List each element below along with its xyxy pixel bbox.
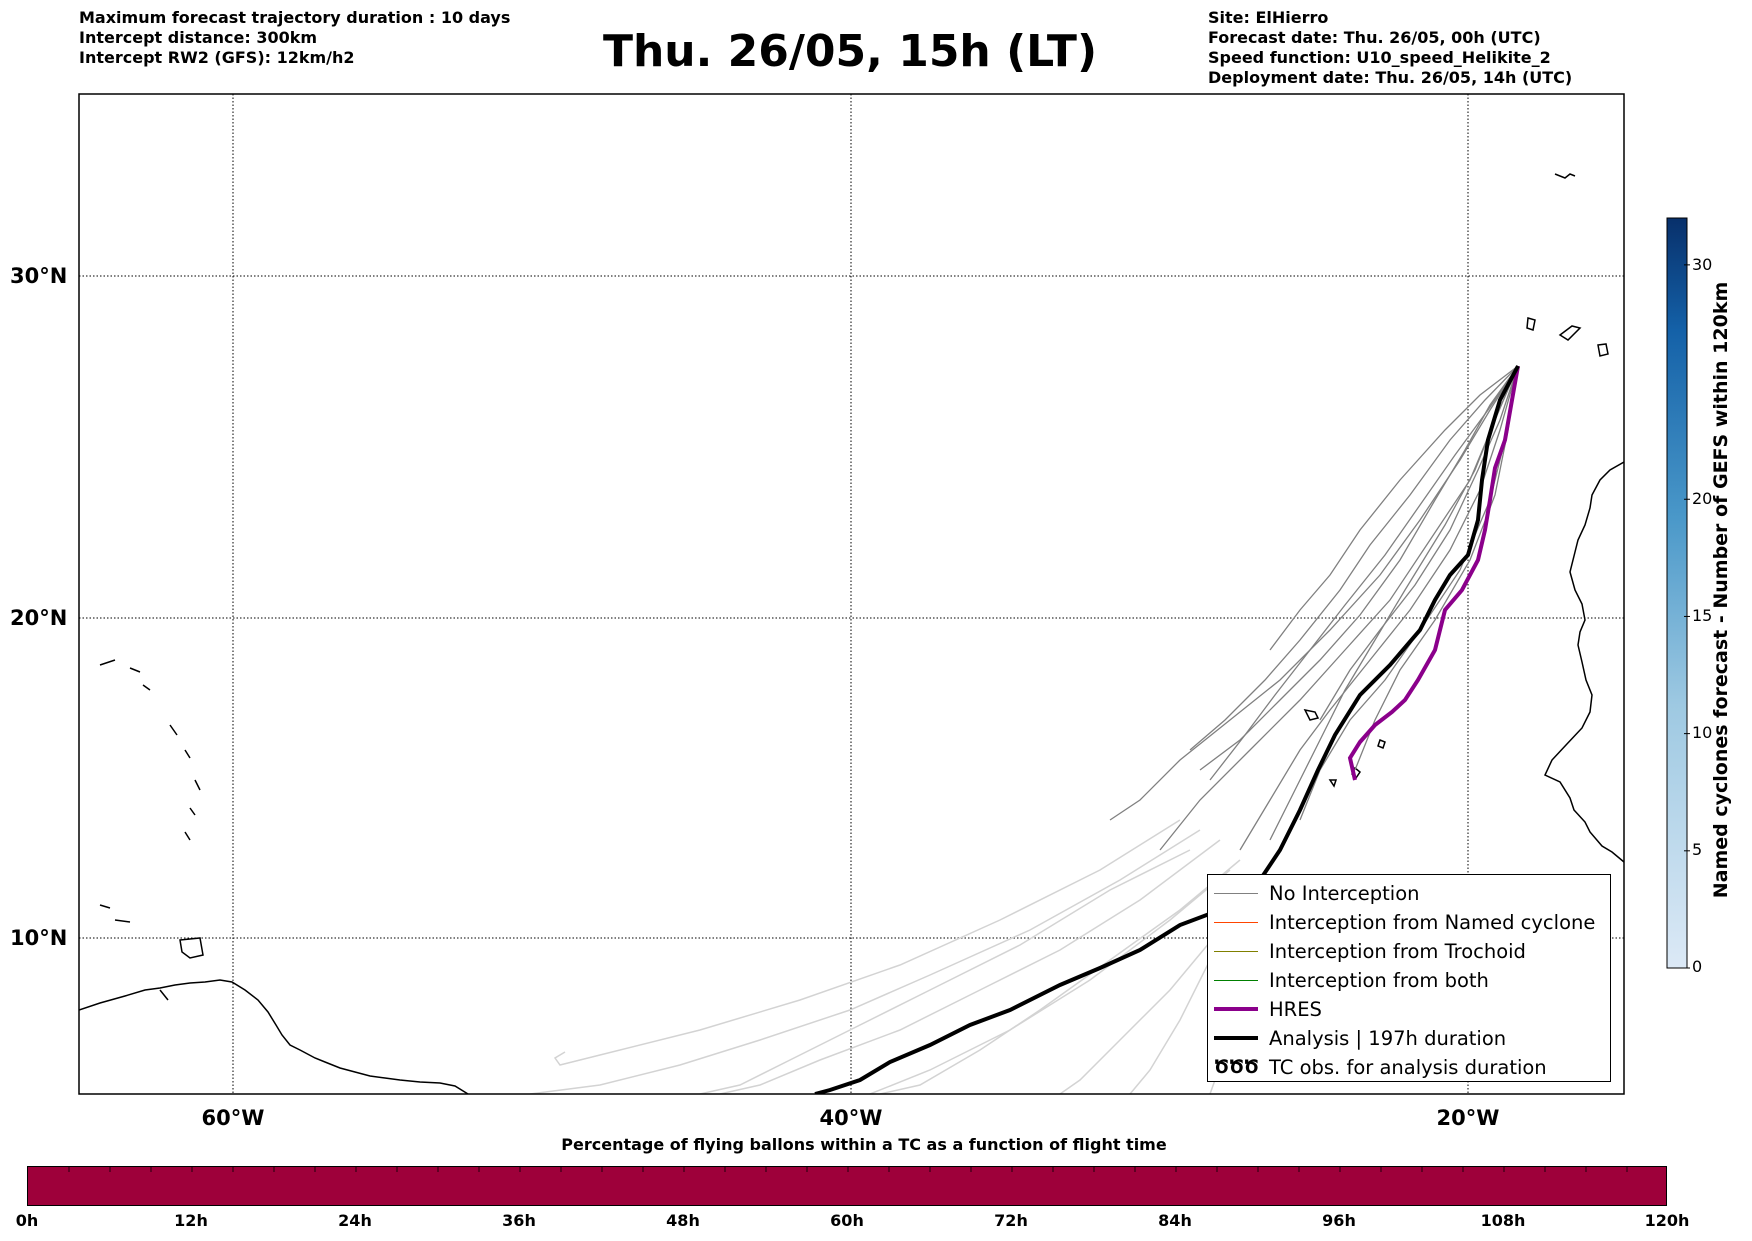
cape-verde-2 — [1377, 739, 1386, 749]
legend-swatch-purple — [1214, 1007, 1258, 1011]
cape-verde-4 — [1328, 779, 1338, 788]
lon-label-60w: 60°W — [201, 1106, 265, 1130]
lon-label-40w: 40°W — [819, 1106, 883, 1130]
colorbar-tick-20: 20 — [1692, 489, 1713, 508]
lat-label-10n: 10°N — [10, 926, 68, 950]
speed-function-text: Speed function: U10_speed_Helikite_2 — [1208, 48, 1551, 67]
legend-item-analysis: Analysis | 197h duration — [1208, 1024, 1610, 1053]
pct-tick-24h: 24h — [338, 1211, 372, 1230]
analysis-trajectory — [814, 365, 1520, 1094]
canary-2 — [1558, 325, 1582, 341]
colorbar-tick-10: 10 — [1692, 723, 1713, 742]
cape-verde-1 — [1303, 708, 1320, 721]
pct-tick-12h: 12h — [174, 1211, 208, 1230]
colorbar-gradient — [1666, 217, 1688, 969]
pct-tick-60h: 60h — [830, 1211, 864, 1230]
cyclone-symbols-icon: ԾԾԾ — [1214, 1056, 1259, 1078]
south-america-coast — [79, 979, 469, 1094]
intercept-rw2-text: Intercept RW2 (GFS): 12km/h2 — [79, 48, 355, 67]
lat-label-30n: 30°N — [10, 264, 68, 288]
header-left: Maximum forecast trajectory duration : 1… — [79, 8, 510, 68]
pct-tick-36h: 36h — [502, 1211, 536, 1230]
no-interception-trajectories — [1109, 365, 1519, 851]
pct-tick-120h: 120h — [1644, 1211, 1690, 1230]
pct-tick-84h: 84h — [1158, 1211, 1192, 1230]
canary-3 — [1597, 343, 1609, 357]
deployment-date-text: Deployment date: Thu. 26/05, 14h (UTC) — [1208, 68, 1573, 87]
legend-item-tc-obs: ԾԾԾ TC obs. for analysis duration — [1208, 1053, 1610, 1082]
legend-item-no-interception: No Interception — [1208, 879, 1610, 908]
legend: No Interception Interception from Named … — [1207, 874, 1611, 1082]
max-duration-text: Maximum forecast trajectory duration : 1… — [79, 8, 511, 27]
pct-bar — [27, 1166, 1667, 1206]
legend-swatch-orange — [1214, 922, 1258, 923]
legend-item-both: Interception from both — [1208, 966, 1610, 995]
header-right: Site: ElHierro Forecast date: Thu. 26/05… — [1208, 8, 1572, 88]
colorbar-tick-30: 30 — [1692, 255, 1713, 274]
legend-swatch-olive — [1214, 951, 1258, 952]
legend-swatch-green — [1214, 980, 1258, 981]
site-text: Site: ElHierro — [1208, 8, 1329, 27]
forecast-date-text: Forecast date: Thu. 26/05, 00h (UTC) — [1208, 28, 1541, 47]
pct-tick-108h: 108h — [1480, 1211, 1526, 1230]
intercept-distance-text: Intercept distance: 300km — [79, 28, 318, 47]
west-africa-coast — [1544, 461, 1624, 863]
lat-label-20n: 20°N — [10, 606, 68, 630]
hres-trajectory — [1347, 365, 1520, 781]
legend-item-named-cyclone: Interception from Named cyclone — [1208, 908, 1610, 937]
colorbar-label: Named cyclones forecast - Number of GEFS… — [1710, 281, 1732, 899]
caribbean-islands — [99, 659, 201, 1001]
madeira — [1554, 173, 1576, 179]
pct-tick-96h: 96h — [1322, 1211, 1356, 1230]
pct-tick-0h: 0h — [15, 1211, 39, 1230]
pct-bar-ticks — [68, 1167, 1628, 1172]
legend-item-trochoid: Interception from Trochoid — [1208, 937, 1610, 966]
canary-1 — [1526, 317, 1536, 331]
legend-item-hres: HRES — [1208, 995, 1610, 1024]
legend-swatch-gray — [1214, 893, 1258, 894]
map-frame — [78, 93, 1625, 1095]
pct-tick-48h: 48h — [666, 1211, 700, 1230]
cyclone-colorbar — [1666, 217, 1690, 969]
colorbar-tick-5: 5 — [1692, 840, 1703, 859]
lon-label-20w: 20°W — [1436, 1106, 1500, 1130]
colorbar-tick-0: 0 — [1692, 957, 1703, 976]
trinidad-coast — [179, 937, 204, 959]
page-title: Thu. 26/05, 15h (LT) — [602, 26, 1098, 77]
colorbar-tick-15: 15 — [1692, 606, 1713, 625]
pct-tick-72h: 72h — [994, 1211, 1028, 1230]
legend-swatch-black — [1214, 1036, 1258, 1040]
pct-bar-title: Percentage of flying ballons within a TC… — [561, 1135, 1167, 1154]
